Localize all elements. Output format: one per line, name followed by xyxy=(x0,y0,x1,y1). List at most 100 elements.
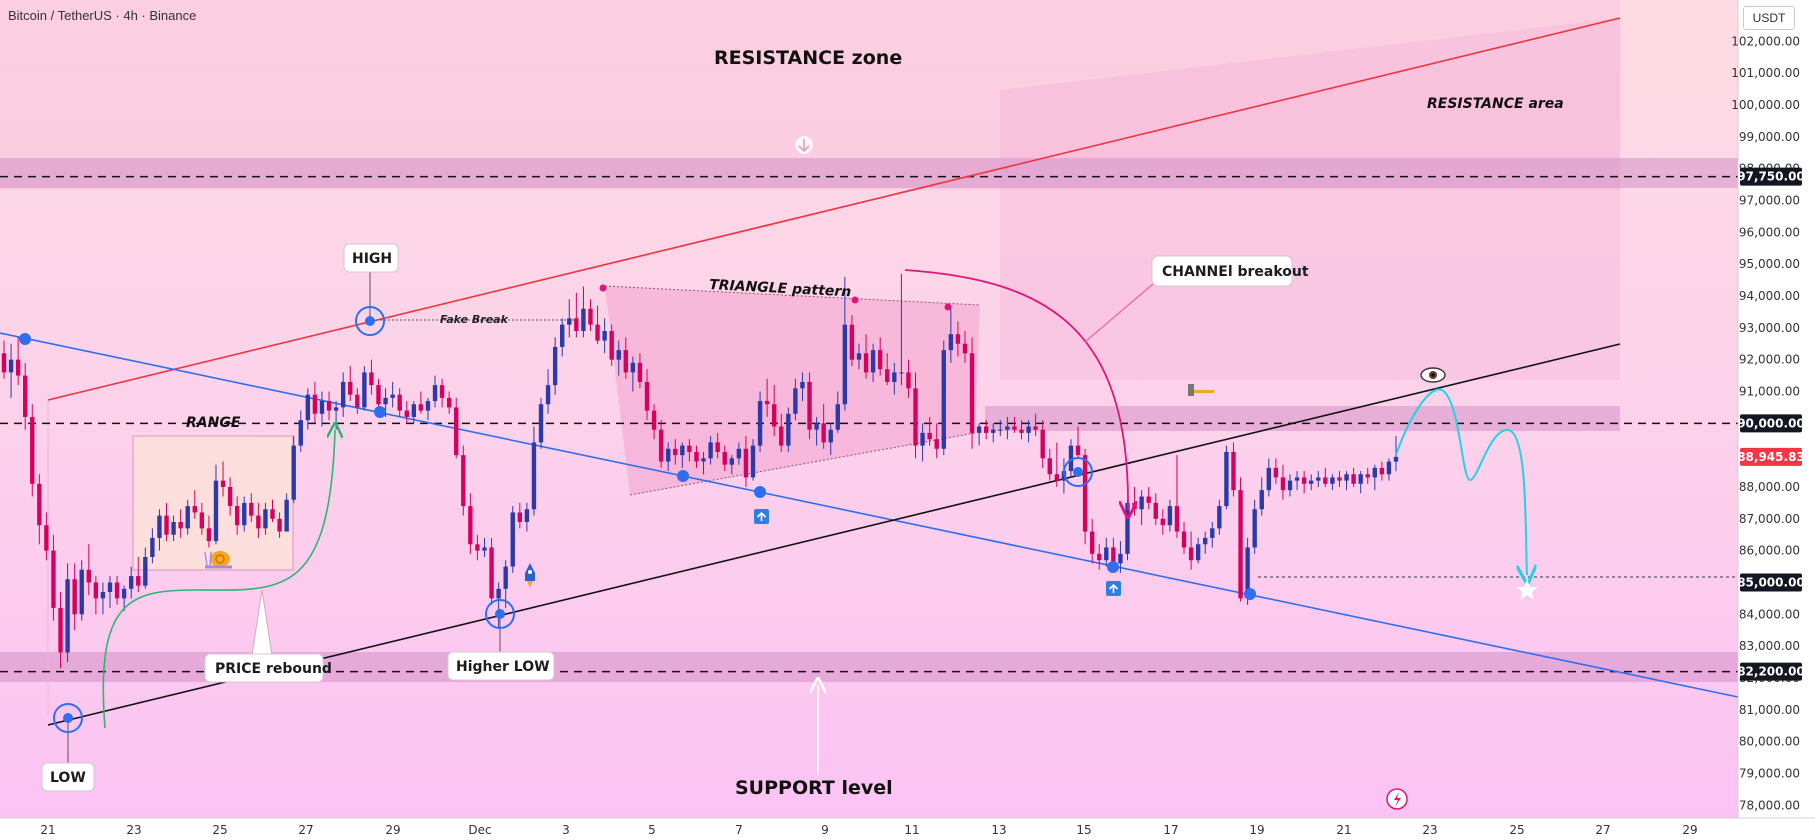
higherlow-pivot-dot xyxy=(495,609,505,619)
candle-body xyxy=(93,582,99,599)
hammer-icon xyxy=(1188,384,1214,396)
candle-body xyxy=(644,381,650,411)
candle-body xyxy=(1231,451,1236,491)
candle-body xyxy=(1386,461,1392,475)
candle-body xyxy=(23,375,28,417)
support-level-label: SUPPORT level xyxy=(735,777,893,799)
candle-body xyxy=(574,318,579,332)
range-label: RANGE xyxy=(186,415,241,431)
candle-body xyxy=(651,410,657,430)
trendline-dot xyxy=(1107,561,1119,573)
candle-body xyxy=(213,480,219,542)
candle-body xyxy=(489,547,494,599)
candle-body xyxy=(524,509,530,522)
candle-body xyxy=(383,397,388,405)
price-tick-label: 91,000.00 xyxy=(1739,384,1800,398)
candle-body xyxy=(1012,426,1017,430)
up-arrow-icon[interactable] xyxy=(754,509,769,524)
candle-body xyxy=(432,385,438,402)
candle-body xyxy=(800,381,805,389)
time-tick-label: 11 xyxy=(904,823,919,837)
candle-body xyxy=(121,588,127,599)
time-axis-panel[interactable] xyxy=(0,818,1815,840)
candle-body xyxy=(199,512,205,529)
candle-body xyxy=(150,537,155,558)
candle-body xyxy=(1188,547,1194,561)
candle-body xyxy=(616,350,621,360)
chart-title: Bitcoin / TetherUS · 4h · Binance xyxy=(8,8,197,23)
candle-body xyxy=(1104,547,1109,561)
time-tick-label: 17 xyxy=(1163,823,1178,837)
candle-body xyxy=(694,451,699,462)
eye-icon xyxy=(1420,367,1446,383)
price-tick-label: 96,000.00 xyxy=(1739,225,1800,239)
candle-body xyxy=(567,318,572,325)
price-tick-label: 79,000.00 xyxy=(1739,766,1800,780)
candle-body xyxy=(185,506,190,529)
candle-body xyxy=(743,448,749,478)
candle-body xyxy=(828,429,833,443)
price-rebound-label: PRICE rebound xyxy=(204,653,332,683)
candle-body xyxy=(1082,455,1088,532)
down-arrow-icon[interactable] xyxy=(795,136,813,154)
candle-body xyxy=(157,515,162,538)
candle-body xyxy=(192,506,197,513)
candle-body xyxy=(969,353,975,433)
price-tick-label: 94,000.00 xyxy=(1739,289,1800,303)
candle-body xyxy=(171,521,176,535)
candle-body xyxy=(355,394,360,408)
candle-body xyxy=(376,385,381,405)
low-label-text: LOW xyxy=(50,770,86,786)
candle-body xyxy=(510,512,515,567)
candle-body xyxy=(1054,474,1060,481)
candle-body xyxy=(920,432,925,446)
candle-body xyxy=(892,372,897,382)
candle-body xyxy=(340,381,346,408)
candle-body xyxy=(1153,502,1158,519)
candle-body xyxy=(666,448,671,462)
time-tick-label: 29 xyxy=(385,823,400,837)
currency-button[interactable]: USDT xyxy=(1743,6,1795,30)
time-tick-label: 7 xyxy=(735,823,743,837)
channel-breakout-label-text: CHANNEl breakout xyxy=(1162,264,1309,280)
up-arrow-icon[interactable] xyxy=(1106,581,1121,596)
resistance-zone-band xyxy=(0,158,1738,188)
price-tick-label: 86,000.00 xyxy=(1739,544,1800,558)
candle-body xyxy=(1238,490,1243,599)
low-label: LOW xyxy=(41,762,95,792)
candle-body xyxy=(736,448,742,459)
price-axis-panel[interactable] xyxy=(1738,0,1815,818)
candle-body xyxy=(1033,426,1038,430)
candle-body xyxy=(86,569,91,583)
candle-body xyxy=(439,385,445,398)
candle-body xyxy=(538,404,544,443)
candle-body xyxy=(270,509,275,519)
candle-body xyxy=(305,394,311,421)
candle-body xyxy=(468,506,473,545)
candle-body xyxy=(701,458,706,462)
candle-body xyxy=(1358,474,1363,484)
candle-body xyxy=(1040,429,1045,459)
candle-body xyxy=(58,607,63,653)
candle-body xyxy=(1005,426,1010,430)
resistance-area-label: RESISTANCE area xyxy=(1427,96,1564,112)
candle-body xyxy=(249,502,254,516)
higher-low-label: Higher LOW xyxy=(447,651,555,681)
high-pivot-dot xyxy=(365,316,375,326)
range-box xyxy=(132,435,294,571)
lightning-icon[interactable] xyxy=(1386,788,1408,810)
candle-body xyxy=(136,576,141,586)
triangle-peak-dot xyxy=(944,303,952,311)
time-tick-label: 23 xyxy=(1422,823,1437,837)
candle-body xyxy=(750,445,756,478)
candle-body xyxy=(962,343,968,354)
high-label: HIGH xyxy=(343,243,399,273)
time-tick-label: 21 xyxy=(40,823,55,837)
candle-body xyxy=(708,442,713,459)
price-badge-label: 90,000.00 xyxy=(1737,416,1805,430)
candle-body xyxy=(779,426,784,446)
candle-body xyxy=(37,483,42,526)
price-tick-label: 97,000.00 xyxy=(1739,194,1800,208)
triangle-peak-dot xyxy=(851,296,859,304)
